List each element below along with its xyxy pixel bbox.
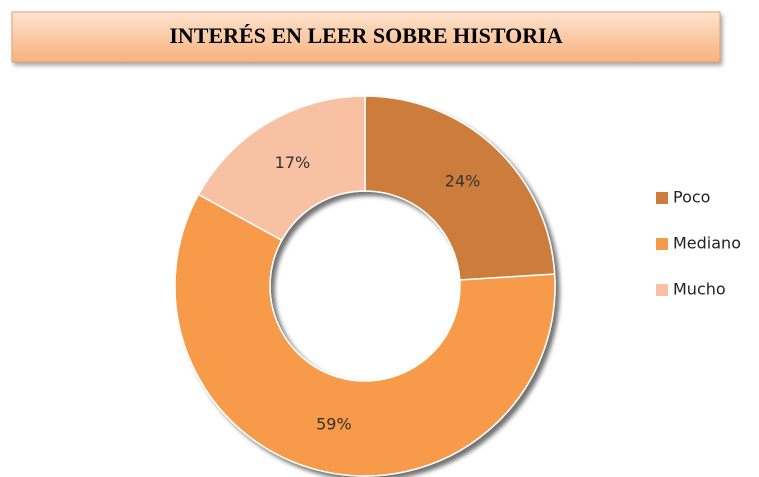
data-label: 24% [445, 172, 481, 191]
chart-title: INTERÉS EN LEER SOBRE HISTORIA [169, 23, 562, 48]
legend-label: Poco [673, 188, 710, 207]
data-label: 17% [275, 153, 311, 172]
title-box [11, 11, 721, 63]
slice [364, 95, 556, 281]
legend-swatch [656, 284, 668, 296]
slice [174, 193, 556, 477]
donut [174, 95, 556, 477]
legend-label: Mucho [673, 280, 726, 299]
slice [197, 95, 366, 242]
legend-swatch [656, 192, 668, 204]
data-label: 59% [316, 415, 352, 434]
legend-label: Mediano [673, 234, 741, 253]
legend-swatch [656, 238, 668, 250]
